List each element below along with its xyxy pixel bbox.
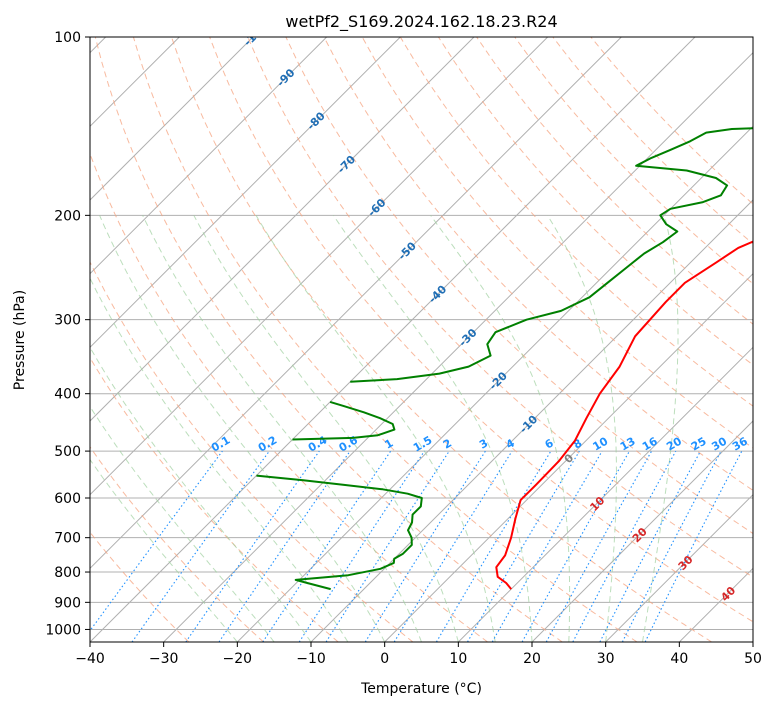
chart-title: wetPf2_S169.2024.162.18.23.R24 bbox=[285, 12, 557, 32]
y-tick-label: 900 bbox=[54, 595, 81, 611]
dry-adiabat-130 bbox=[514, 37, 753, 285]
isotherm--50 bbox=[90, 37, 622, 570]
mixing-ratio-line bbox=[572, 450, 677, 642]
x-tick-label: −40 bbox=[75, 651, 105, 667]
y-tick-label: 700 bbox=[54, 531, 81, 547]
x-tick-label: 0 bbox=[380, 651, 389, 667]
moist-adiabat-20 bbox=[332, 215, 533, 642]
x-axis-ticks: −40 −30 −20 −10 0 10 20 30 40 50 bbox=[75, 642, 762, 667]
mixing-ratio-line bbox=[545, 450, 653, 642]
y-tick-label: 300 bbox=[54, 313, 81, 329]
y-tick-label: 500 bbox=[54, 444, 81, 460]
x-tick-label: 40 bbox=[670, 651, 688, 667]
moist-adiabat--20 bbox=[90, 458, 238, 642]
dry-adiabat-60 bbox=[247, 37, 753, 578]
y-axis-label: Pressure (hPa) bbox=[12, 290, 28, 390]
moist-adiabats bbox=[90, 215, 679, 642]
mixing-ratio-lines bbox=[90, 450, 743, 642]
dry-adiabat-70 bbox=[285, 37, 753, 535]
y-tick-label: 800 bbox=[54, 565, 81, 581]
isotherm--20 bbox=[236, 125, 753, 642]
x-tick-label: −30 bbox=[149, 651, 179, 667]
mixing-ratio-line bbox=[298, 450, 425, 642]
x-tick-label: 20 bbox=[523, 651, 541, 667]
dry-adiabat-120 bbox=[476, 37, 753, 325]
isotherm--80 bbox=[90, 37, 401, 349]
y-tick-label: 100 bbox=[54, 30, 81, 46]
moist-adiabat-30 bbox=[547, 215, 617, 642]
isotherm-0 bbox=[384, 272, 753, 642]
sounding-profiles bbox=[256, 127, 753, 591]
isotherm--60 bbox=[90, 37, 549, 496]
mixing-ratio-line bbox=[325, 450, 450, 642]
dry-adiabat--20 bbox=[90, 446, 264, 642]
isotherm--90 bbox=[90, 37, 328, 275]
y-tick-label: 600 bbox=[54, 491, 81, 507]
mixing-ratio-line bbox=[262, 450, 392, 642]
mixing-ratio-line bbox=[644, 450, 743, 642]
dry-adiabat--10 bbox=[90, 356, 339, 642]
isotherm-30 bbox=[605, 493, 753, 642]
mixing-ratio-line bbox=[90, 450, 223, 632]
moist-adiabat-5 bbox=[142, 215, 422, 642]
mixing-ratio-line bbox=[185, 450, 320, 642]
y-tick-label: 1000 bbox=[45, 622, 81, 638]
y-tick-label: 400 bbox=[54, 387, 81, 403]
dewpoint-line bbox=[350, 127, 753, 383]
dewpoint-line bbox=[256, 474, 423, 591]
temperature-line bbox=[495, 240, 753, 590]
x-tick-label: 30 bbox=[597, 651, 615, 667]
moist-adiabat-25 bbox=[430, 215, 571, 642]
isotherm-label: -100 bbox=[241, 20, 270, 49]
isotherm--30 bbox=[163, 51, 753, 642]
x-tick-label: −20 bbox=[223, 651, 253, 667]
dry-adiabat-20 bbox=[94, 37, 563, 642]
plot-frame bbox=[89, 36, 754, 643]
mixing-ratio-line bbox=[218, 450, 351, 642]
dry-adiabat-0 bbox=[90, 260, 414, 642]
dewpoint-line bbox=[292, 400, 396, 441]
isotherm-10 bbox=[457, 346, 753, 642]
y-axis-ticks: 100 200 300 400 500 600 700 800 900 1000 bbox=[45, 30, 90, 638]
isotherm--100 bbox=[90, 37, 254, 201]
isotherm-20 bbox=[531, 420, 753, 642]
moist-adiabat-0 bbox=[99, 215, 386, 642]
mixing-ratio-line bbox=[393, 450, 513, 642]
dry-adiabats bbox=[90, 37, 753, 642]
dry-adiabat-30 bbox=[132, 37, 638, 642]
mixing-ratio-line bbox=[131, 450, 270, 642]
dry-adiabat-40 bbox=[171, 37, 712, 642]
dry-adiabat-80 bbox=[323, 37, 753, 491]
x-tick-label: 10 bbox=[449, 651, 467, 667]
y-tick-label: 200 bbox=[54, 208, 81, 224]
moist-adiabat--10 bbox=[90, 346, 312, 642]
x-axis-label: Temperature (°C) bbox=[360, 681, 482, 697]
isotherm--70 bbox=[90, 37, 475, 422]
moist-adiabat-10 bbox=[193, 215, 459, 642]
mixing-ratio-line bbox=[521, 450, 630, 642]
x-tick-label: 50 bbox=[744, 651, 762, 667]
moist-adiabat-35 bbox=[642, 215, 679, 642]
moist-adiabat--15 bbox=[90, 405, 275, 642]
dry-adiabat-50 bbox=[209, 37, 753, 623]
x-tick-label: −10 bbox=[296, 651, 326, 667]
